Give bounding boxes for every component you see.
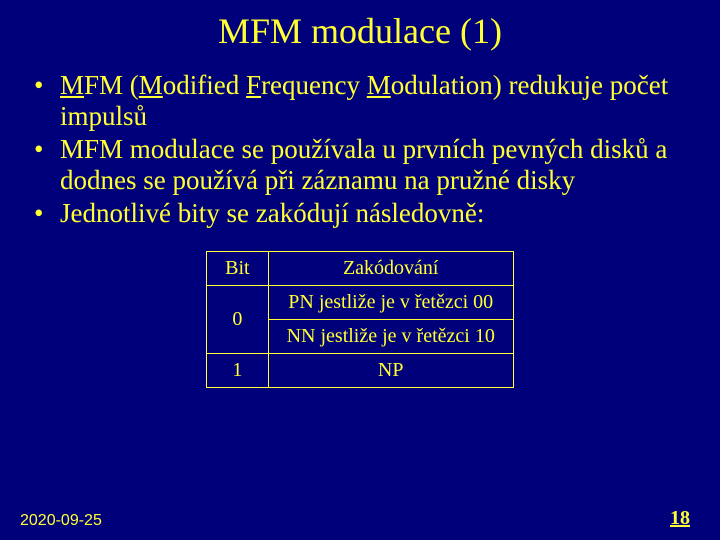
slide-container: MFM modulace (1) MFM (Modified Frequency…	[0, 0, 720, 540]
text-fragment: odified	[163, 70, 246, 100]
encoding-table: Bit Zakódování 0 PN jestliže je v řetězc…	[206, 251, 514, 388]
bullet-item: Jednotlivé bity se zakódují následovně:	[60, 198, 690, 229]
underline: M	[367, 70, 391, 100]
table-cell-encoding: PN jestliže je v řetězci 00	[268, 286, 513, 320]
table-header-row: Bit Zakódování	[207, 252, 514, 286]
footer-page-number: 18	[670, 507, 690, 530]
footer-date: 2020-09-25	[20, 512, 102, 530]
underline: M	[139, 70, 163, 100]
bullet-item: MFM (Modified Frequency Modulation) redu…	[60, 70, 690, 132]
text-fragment: FM (	[84, 70, 139, 100]
table-cell-bit: 1	[207, 354, 268, 388]
table-cell-encoding: NN jestliže je v řetězci 10	[268, 320, 513, 354]
table-cell-encoding: NP	[268, 354, 513, 388]
encoding-table-wrap: Bit Zakódování 0 PN jestliže je v řetězc…	[30, 251, 690, 388]
text-fragment: requency	[261, 70, 367, 100]
slide-title: MFM modulace (1)	[30, 10, 690, 52]
table-header-encoding: Zakódování	[268, 252, 513, 286]
table-cell-bit: 0	[207, 286, 268, 354]
table-row: 1 NP	[207, 354, 514, 388]
underline: M	[60, 70, 84, 100]
bullet-item: MFM modulace se používala u prvních pevn…	[60, 134, 690, 196]
underline: F	[246, 70, 261, 100]
table-row: 0 PN jestliže je v řetězci 00	[207, 286, 514, 320]
table-header-bit: Bit	[207, 252, 268, 286]
bullet-list: MFM (Modified Frequency Modulation) redu…	[30, 70, 690, 229]
